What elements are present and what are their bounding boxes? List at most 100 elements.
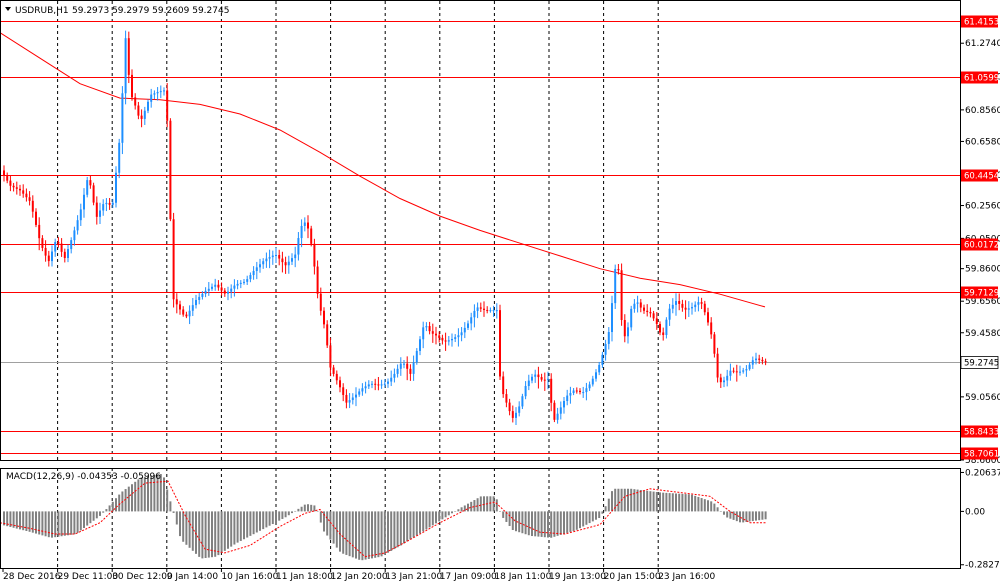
macd-bar	[403, 511, 405, 544]
macd-bar	[339, 511, 341, 552]
macd-bar	[585, 511, 588, 525]
candle-body	[99, 210, 101, 217]
price-tick-label: 61.2740	[965, 39, 1000, 49]
macd-bar	[159, 474, 162, 512]
level-tag-bg	[961, 169, 998, 182]
candle-body	[601, 354, 604, 365]
candle-body	[486, 309, 489, 311]
candle-body	[31, 200, 34, 212]
candle-body	[703, 303, 706, 313]
level-tag-bg	[961, 425, 998, 438]
candle-body	[211, 286, 213, 289]
candle-body	[207, 288, 210, 291]
macd-bar	[204, 511, 207, 558]
macd-bar	[182, 511, 185, 542]
candle-body	[585, 388, 588, 393]
macd-bar	[367, 511, 370, 559]
macd-bar	[412, 511, 415, 538]
candle-body	[143, 110, 146, 119]
macd-bar	[166, 489, 169, 512]
macd-bar	[268, 511, 271, 526]
macd-bar	[739, 511, 741, 523]
candle-body	[479, 307, 482, 309]
macd-bar	[211, 511, 213, 558]
candle-body	[281, 258, 284, 263]
macd-bar	[35, 511, 37, 534]
macd-bar	[105, 509, 108, 512]
macd-bar	[483, 496, 485, 512]
macd-bar	[361, 511, 364, 561]
macd-bar	[153, 475, 156, 512]
macd-bar	[419, 511, 421, 534]
candle-body	[399, 363, 402, 369]
macd-bar	[310, 504, 313, 512]
candle-body	[387, 381, 389, 384]
candle-body	[444, 340, 447, 342]
candle-body	[41, 238, 44, 248]
candle-body	[649, 312, 652, 314]
candle-body	[95, 202, 98, 217]
candle-body	[553, 402, 556, 420]
macd-bar	[271, 511, 274, 525]
candle-body	[179, 304, 181, 310]
dropdown-triangle-icon[interactable]	[5, 7, 11, 11]
candle-body	[710, 322, 713, 335]
macd-bar	[191, 511, 194, 551]
macd-bar	[473, 500, 476, 512]
macd-bar	[675, 493, 677, 512]
level-tag-bg	[961, 15, 998, 28]
macd-bar	[463, 505, 466, 512]
macd-bar	[662, 492, 665, 512]
macd-bar	[665, 492, 668, 512]
candle-body	[355, 394, 357, 398]
candle-body	[220, 287, 223, 291]
candle-body	[217, 284, 220, 288]
macd-bar	[694, 495, 697, 512]
candle-body	[316, 266, 319, 294]
macd-bar	[294, 510, 297, 512]
candle-body	[614, 268, 617, 304]
candle-body	[764, 361, 767, 363]
candle-body	[92, 185, 95, 203]
macd-bar	[239, 511, 242, 541]
candle-body	[607, 332, 610, 344]
macd-bar	[527, 511, 530, 536]
macd-bar	[262, 511, 265, 530]
candle-body	[588, 384, 591, 389]
candle-body	[502, 376, 505, 395]
candle-body	[537, 374, 540, 378]
macd-bar	[281, 511, 284, 519]
candle-body	[361, 388, 364, 392]
macd-bar	[217, 511, 220, 556]
level-tag-bg	[961, 286, 998, 299]
macd-bar	[553, 511, 556, 537]
candle-body	[255, 267, 258, 271]
macd-bar	[697, 496, 700, 512]
macd-bar	[729, 511, 732, 519]
macd-bar	[252, 511, 255, 535]
candle-body	[646, 310, 649, 313]
candle-body	[409, 368, 412, 374]
time-label: 30 Dec 12:00	[112, 572, 173, 582]
macd-bar	[371, 511, 373, 559]
macd-bar	[214, 511, 217, 557]
candle-body	[441, 337, 444, 341]
macd-bar	[588, 511, 591, 524]
macd-bar	[521, 511, 524, 534]
candle-body	[755, 358, 757, 361]
candle-body	[620, 270, 623, 321]
macd-bar	[25, 511, 28, 531]
horizontal-levels	[0, 21, 960, 454]
macd-bar	[188, 511, 191, 548]
macd-signal-line	[0, 480, 767, 558]
macd-bar	[131, 484, 133, 512]
candle-body	[377, 384, 380, 386]
candle-body	[534, 374, 537, 377]
candle-body	[268, 257, 271, 259]
macd-bar	[195, 511, 197, 554]
macd-bar	[374, 511, 377, 558]
candle-body	[191, 305, 194, 311]
macd-bar	[31, 511, 34, 533]
macd-panel	[0, 474, 767, 561]
